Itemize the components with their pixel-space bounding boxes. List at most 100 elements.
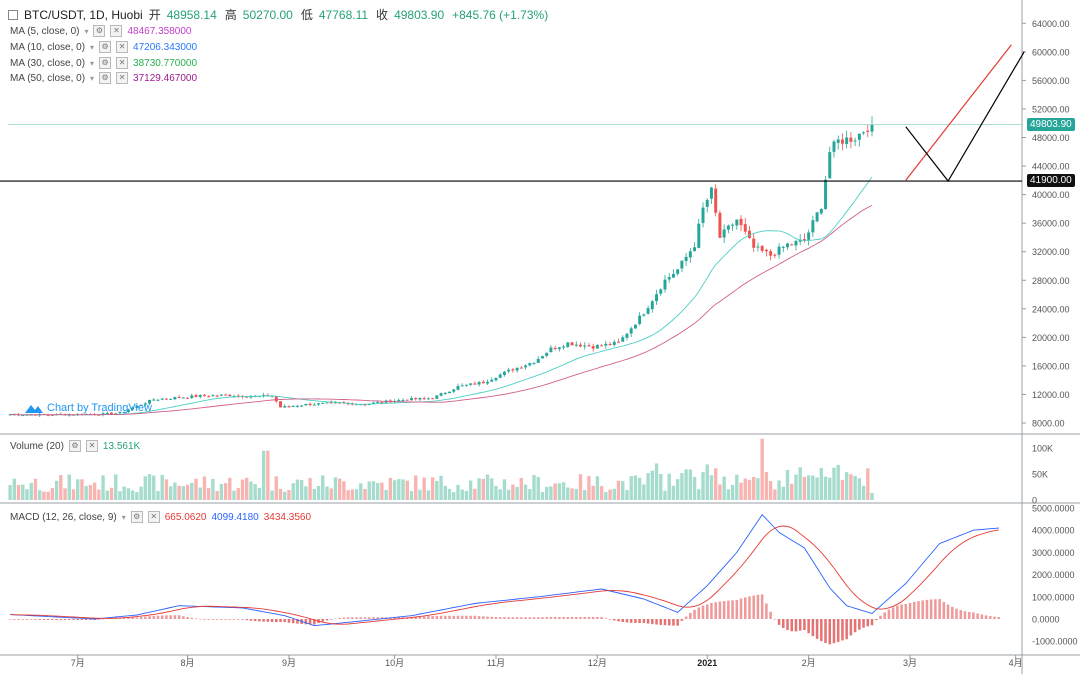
chevron-down-icon[interactable]: ▾	[90, 73, 95, 83]
volume-bar	[828, 477, 832, 500]
candle	[549, 347, 553, 353]
volume-bar	[553, 483, 557, 500]
candle	[502, 371, 506, 375]
macd-histogram-bar	[422, 616, 426, 619]
x-tick-label: 9月	[282, 658, 296, 668]
candle	[460, 385, 464, 387]
volume-bar	[50, 487, 55, 500]
macd-histogram-bar	[972, 612, 975, 619]
volume-bar	[709, 475, 714, 500]
macd-histogram-bar	[684, 616, 688, 619]
macd-histogram-bar	[828, 619, 832, 645]
macd-histogram-bar	[236, 619, 240, 620]
close-icon[interactable]: ✕	[116, 72, 129, 84]
tradingview-logo-icon	[25, 405, 43, 413]
macd-histogram-bar	[190, 617, 194, 619]
tradingview-watermark[interactable]: Chart by TradingView	[24, 402, 152, 414]
chevron-down-icon[interactable]: ▾	[84, 26, 89, 36]
macd-histogram-bar	[858, 619, 861, 630]
macd-histogram-bar	[820, 619, 823, 642]
macd-histogram-bar	[862, 619, 865, 628]
macd-histogram-bar	[198, 618, 202, 620]
volume-bar	[76, 479, 80, 500]
close-icon[interactable]: ✕	[110, 25, 123, 37]
candle	[498, 374, 502, 378]
settings-icon[interactable]: ⚙	[130, 511, 143, 523]
macd-histogram-bar	[80, 619, 84, 620]
macd-histogram-bar	[984, 615, 988, 619]
macd-histogram-bar	[325, 619, 329, 621]
volume-bar	[257, 487, 262, 500]
volume-bar	[409, 491, 414, 500]
chevron-down-icon[interactable]: ▾	[90, 42, 95, 52]
candle	[431, 398, 435, 400]
volume-bar	[380, 482, 384, 500]
ma30-row[interactable]: MA (30, close, 0) ▾ ⚙ ✕ 38730.770000	[10, 57, 197, 69]
ma30-label: MA (30, close, 0)	[10, 57, 86, 69]
macd-histogram-bar	[849, 619, 853, 636]
volume-bar	[473, 488, 477, 500]
candle	[245, 396, 249, 398]
macd-histogram-bar	[566, 616, 570, 619]
macd-line-value: 4099.4180	[211, 511, 259, 523]
y-tick-label: 48000.00	[1032, 133, 1070, 143]
macd-histogram-bar	[182, 616, 185, 619]
volume-bar	[452, 492, 456, 500]
macd-histogram-bar	[435, 615, 439, 619]
settings-icon[interactable]: ⚙	[99, 57, 112, 69]
macd-signal-value: 3434.3560	[263, 511, 312, 523]
y-tick-label: 20000.00	[1032, 333, 1070, 343]
macd-histogram-bar	[51, 619, 54, 620]
candle	[118, 412, 122, 414]
ma50-row[interactable]: MA (50, close, 0) ▾ ⚙ ✕ 37129.467000	[10, 72, 197, 84]
ma10-row[interactable]: MA (10, close, 0) ▾ ⚙ ✕ 47206.343000	[10, 41, 197, 53]
settings-icon[interactable]: ⚙	[68, 440, 81, 452]
close-icon[interactable]: ✕	[85, 440, 98, 452]
macd-histogram-bar	[131, 617, 134, 619]
close-icon[interactable]: ✕	[116, 41, 129, 53]
macd-histogram-bar	[25, 619, 29, 620]
y-tick-label: 64000.00	[1032, 19, 1070, 29]
collapse-icon[interactable]	[8, 9, 18, 20]
symbol-title[interactable]: BTC/USDT, 1D, Huobi	[24, 7, 143, 22]
settings-icon[interactable]: ⚙	[93, 25, 106, 37]
candle	[709, 187, 713, 199]
macd-histogram-bar	[536, 617, 540, 619]
volume-bar	[621, 481, 625, 500]
macd-histogram-bar	[55, 619, 58, 620]
volume-bar	[523, 484, 528, 500]
volume-bar	[705, 464, 709, 500]
volume-legend[interactable]: Volume (20) ⚙ ✕ 13.561K	[10, 440, 140, 452]
volume-tick-label: 50K	[1032, 470, 1048, 480]
macd-legend[interactable]: MACD (12, 26, close, 9) ▾ ⚙ ✕ 665.0620 4…	[10, 511, 311, 523]
macd-histogram-bar	[367, 617, 371, 619]
volume-bar	[697, 489, 701, 500]
macd-histogram-bar	[72, 619, 75, 620]
close-icon[interactable]: ✕	[116, 57, 129, 69]
candle	[410, 398, 413, 401]
chevron-down-icon[interactable]: ▾	[90, 58, 95, 68]
volume-bar	[866, 468, 870, 500]
candle	[697, 223, 701, 248]
volume-bar	[152, 475, 156, 500]
macd-histogram-bar	[866, 619, 870, 627]
volume-bar	[544, 486, 549, 500]
volume-bar	[836, 464, 840, 500]
macd-histogram-bar	[629, 619, 633, 623]
settings-icon[interactable]: ⚙	[99, 72, 112, 84]
candle	[617, 341, 620, 343]
chevron-down-icon[interactable]: ▾	[121, 512, 126, 522]
settings-icon[interactable]: ⚙	[99, 41, 112, 53]
candle	[693, 247, 697, 252]
close-icon[interactable]: ✕	[147, 511, 160, 523]
volume-bar	[506, 489, 511, 500]
macd-histogram-bar	[646, 619, 650, 624]
ma5-row[interactable]: MA (5, close, 0) ▾ ⚙ ✕ 48467.358000	[10, 25, 191, 37]
volume-bar	[735, 474, 739, 500]
volume-bar	[760, 438, 764, 500]
volume-bar	[604, 492, 608, 500]
macd-histogram-bar	[410, 617, 413, 619]
volume-bar	[583, 490, 587, 500]
volume-tick-label: 100K	[1032, 444, 1053, 454]
